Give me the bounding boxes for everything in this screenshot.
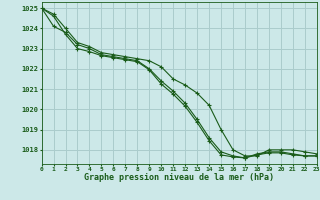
X-axis label: Graphe pression niveau de la mer (hPa): Graphe pression niveau de la mer (hPa)	[84, 173, 274, 182]
